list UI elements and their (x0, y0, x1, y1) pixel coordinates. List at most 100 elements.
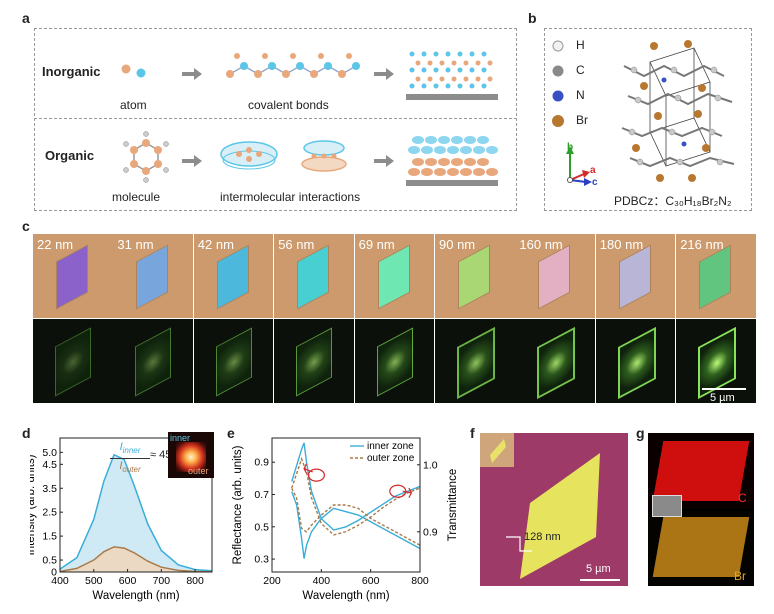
flake (619, 246, 650, 308)
y2-tick-label: 1.0 (423, 459, 438, 471)
carbon-atom-icon (552, 65, 564, 77)
axis-c-label: c (592, 177, 598, 188)
fluorescence-image-tile (354, 319, 435, 403)
plot-frame (59, 437, 213, 573)
ratio-denominator: Iouter (110, 459, 150, 477)
inset-outer-label: outer (188, 466, 209, 476)
thickness-label: 90 nm (439, 237, 476, 252)
left-arrow-icon (303, 463, 313, 474)
y-tick-label: 0.7 (254, 489, 269, 501)
fluorescence-image-tile (33, 319, 113, 403)
x-tick-label: 400 (313, 575, 331, 587)
series-line-inner-zone-left (291, 442, 421, 531)
y-tick-label: 0.5 (254, 521, 269, 533)
x-tick-label: 500 (85, 575, 103, 587)
axes-triad-icon (566, 146, 592, 186)
thickness-label: 42 nm (197, 237, 234, 252)
y-tick-label: 3.5 (42, 483, 57, 495)
x-tick-label: 600 (362, 575, 380, 587)
axis-b-label: b (567, 142, 574, 153)
optical-image-tile: 22 nm (33, 234, 113, 318)
panel-label-f: f (470, 425, 475, 441)
y2-tick-label: 0.9 (423, 526, 438, 538)
panel-label-g: g (636, 425, 645, 441)
ratio-numerator: Iinner (110, 440, 150, 460)
thickness-label: 22 nm (37, 237, 74, 252)
legend-label-inner: inner zone (367, 441, 414, 452)
crystal-structure-icon (621, 40, 735, 182)
fluorescence-image-tile (435, 319, 515, 403)
pl-inset-image: inner outer (168, 432, 214, 478)
optical-image-tile: 56 nm (274, 234, 354, 318)
flake (378, 246, 409, 308)
formula-line: PDBCz：C₃₀H₁₈Br₂N₂ (614, 192, 732, 209)
series-fill-inner (60, 454, 212, 572)
ratio-fraction: Iinner Iouter (110, 440, 150, 477)
x-tick-label: 400 (51, 575, 69, 587)
panel-b-frame (544, 28, 752, 211)
interaction-rings-icon (220, 140, 347, 172)
right-arrow-icon (402, 487, 413, 499)
organic-title: Organic (45, 148, 95, 163)
optical-image-tile: 160 nm (515, 234, 595, 318)
series-line-inner-zone-right (291, 491, 421, 559)
molecule-label: molecule (112, 190, 161, 204)
sem-inset (652, 495, 682, 517)
optical-image-tile: 31 nm (113, 234, 193, 318)
afm-flake-icon (480, 433, 620, 581)
pl-glow (176, 442, 206, 472)
covalent-bonds-label: covalent bonds (248, 98, 329, 112)
y-tick-label: 0.3 (254, 554, 269, 566)
y-tick-label: 5.0 (42, 447, 57, 459)
pl-flake (296, 327, 333, 397)
thickness-label: 69 nm (358, 237, 395, 252)
fluorescence-image-tile (193, 319, 274, 403)
atom-legend-icons (552, 40, 564, 127)
series-line-inner (59, 453, 213, 572)
y-tick-label: 2.5 (42, 507, 57, 519)
thickness-label: 160 nm (519, 237, 563, 252)
x-tick-label: 600 (119, 575, 137, 587)
ratio-num-sub: inner (122, 446, 141, 456)
eds-map: C Br (648, 433, 754, 586)
optical-image-tile: 216 nm (676, 234, 756, 318)
fluorescence-image-tile (676, 319, 756, 403)
panel-label-d: d (22, 425, 31, 441)
fluorescence-image-tile (113, 319, 193, 403)
bromine-atom-icon (552, 115, 564, 127)
thickness-label: 56 nm (278, 237, 315, 252)
flake (700, 246, 731, 308)
pl-flake (537, 326, 576, 400)
pl-flake (135, 327, 172, 397)
legend-n: N (576, 88, 585, 102)
intermolecular-interactions-label: intermolecular interactions (220, 190, 361, 204)
y-axis-title: Reflectance (arb. units) (232, 445, 244, 564)
formula-value: C₃₀H₁₈Br₂N₂ (665, 194, 732, 208)
flake (57, 246, 87, 308)
hydrogen-atom-icon (552, 40, 564, 52)
x-axis-title: Wavelength (nm) (92, 590, 179, 602)
eds-c-label: C (738, 491, 747, 505)
x-axis-title: Wavelength (nm) (302, 590, 389, 602)
optical-image-tile: 69 nm (354, 234, 435, 318)
chart-e: 200 400 600 800 0.3 0.5 0.7 0.9 0.9 1.0 inner zone… (232, 437, 459, 602)
atom-label: atom (120, 98, 147, 112)
nitrogen-atom-icon (552, 90, 564, 102)
formula-name: PDBCz (614, 194, 654, 208)
x-tick-label: 700 (153, 575, 171, 587)
atom-cyan-icon (136, 68, 146, 78)
x-tick-label: 200 (263, 575, 281, 587)
panel-label-a: a (22, 10, 30, 26)
panel-label-b: b (528, 10, 537, 26)
y-tick-label: 0.5 (42, 555, 57, 567)
thickness-label: 216 nm (680, 237, 724, 252)
covalent-chain-icon (226, 53, 360, 78)
inorganic-title: Inorganic (42, 64, 101, 79)
panel-a-frame (34, 28, 517, 211)
series-line-outer-zone-right (291, 487, 421, 546)
formula-separator: ： (653, 194, 666, 208)
flake (137, 246, 168, 308)
chart-d: 400 500 600 700 800 00.5 1.5 2.5 3.5 4.55.0 Wavele… (30, 437, 213, 602)
scale-bar-c-label: 5 µm (710, 392, 735, 404)
scale-bar-f-label: 5 µm (586, 563, 611, 575)
